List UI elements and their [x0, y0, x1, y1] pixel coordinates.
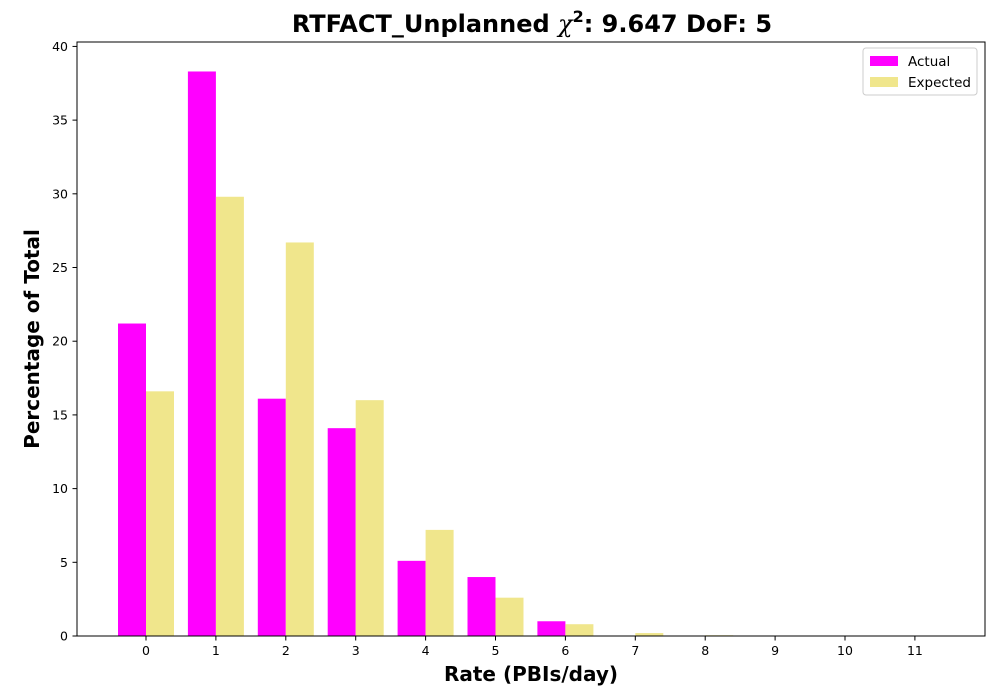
x-axis-label: Rate (PBIs/day): [444, 662, 618, 686]
series-expected: [146, 196, 734, 636]
x-tick-label: 6: [561, 643, 569, 658]
legend: Actual Expected: [862, 47, 978, 96]
x-tick-label: 8: [701, 643, 709, 658]
bar-expected-7: [635, 633, 664, 636]
x-tick-label: 1: [212, 643, 220, 658]
x-tick-label: 10: [837, 643, 853, 658]
y-tick-label: 30: [52, 186, 68, 201]
bar-actual-5: [467, 577, 496, 636]
bar-actual-1: [187, 71, 216, 637]
x-tick-label: 3: [352, 643, 360, 658]
bar-expected-4: [425, 529, 454, 636]
x-tick-label: 9: [771, 643, 779, 658]
title-suffix: : 9.647 DoF: 5: [584, 10, 772, 38]
y-tick-label: 35: [52, 113, 68, 128]
bar-expected-1: [215, 196, 244, 636]
legend-label-expected: Expected: [908, 75, 971, 91]
bar-actual-0: [118, 323, 146, 636]
title-chi-symbol: χ: [556, 10, 574, 38]
series-actual: [118, 71, 566, 637]
x-tick-label: 11: [907, 643, 923, 658]
y-tick-label: 25: [52, 260, 68, 275]
y-tick-label: 15: [52, 407, 68, 422]
title-chi-exponent: 2: [573, 7, 584, 26]
x-tick-label: 0: [142, 643, 150, 658]
bar-expected-6: [565, 624, 594, 636]
bar-actual-6: [537, 621, 566, 636]
y-tick-label: 20: [52, 334, 68, 349]
bar-actual-3: [327, 428, 356, 636]
bar-expected-5: [495, 597, 524, 636]
y-axis-label: Percentage of Total: [20, 229, 44, 449]
axes-layer: 0 1 2 3 4 5 6 7 8 9 10 11 0 5 10 15 20 25 30 35 40: [52, 39, 986, 658]
y-tick-label: 40: [52, 39, 68, 54]
title-prefix: RTFACT_Unplanned: [292, 10, 558, 38]
plot-frame: [76, 41, 986, 637]
legend-label-actual: Actual: [908, 54, 950, 70]
bars-layer: [118, 71, 734, 637]
x-tick-label: 4: [422, 643, 430, 658]
y-tick-label: 10: [52, 481, 68, 496]
bar-expected-3: [355, 400, 384, 636]
y-tick-label: 0: [60, 629, 68, 644]
chart-title: RTFACT_Unplanned χ2: 9.647 DoF: 5: [292, 7, 772, 38]
legend-swatch-expected: [870, 77, 898, 87]
y-tick-label: 5: [60, 555, 68, 570]
bar-expected-0: [146, 391, 174, 636]
legend-swatch-actual: [870, 56, 898, 66]
bar-expected-2: [285, 242, 314, 636]
bar-actual-4: [397, 560, 426, 636]
x-tick-label: 2: [282, 643, 290, 658]
x-tick-label: 5: [492, 643, 500, 658]
bar-actual-2: [257, 398, 286, 636]
x-tick-label: 7: [631, 643, 639, 658]
